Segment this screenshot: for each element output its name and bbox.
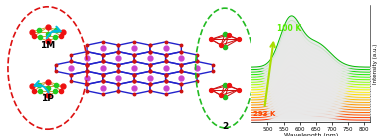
Text: 293 K: 293 K (253, 111, 276, 117)
Y-axis label: Intensity (a.u.): Intensity (a.u.) (373, 44, 378, 84)
Text: 2: 2 (222, 122, 228, 131)
Text: 1M: 1M (40, 41, 55, 50)
X-axis label: Wavelength (nm): Wavelength (nm) (284, 133, 338, 136)
Text: 1P: 1P (41, 94, 54, 103)
Text: 100 K: 100 K (277, 24, 301, 33)
